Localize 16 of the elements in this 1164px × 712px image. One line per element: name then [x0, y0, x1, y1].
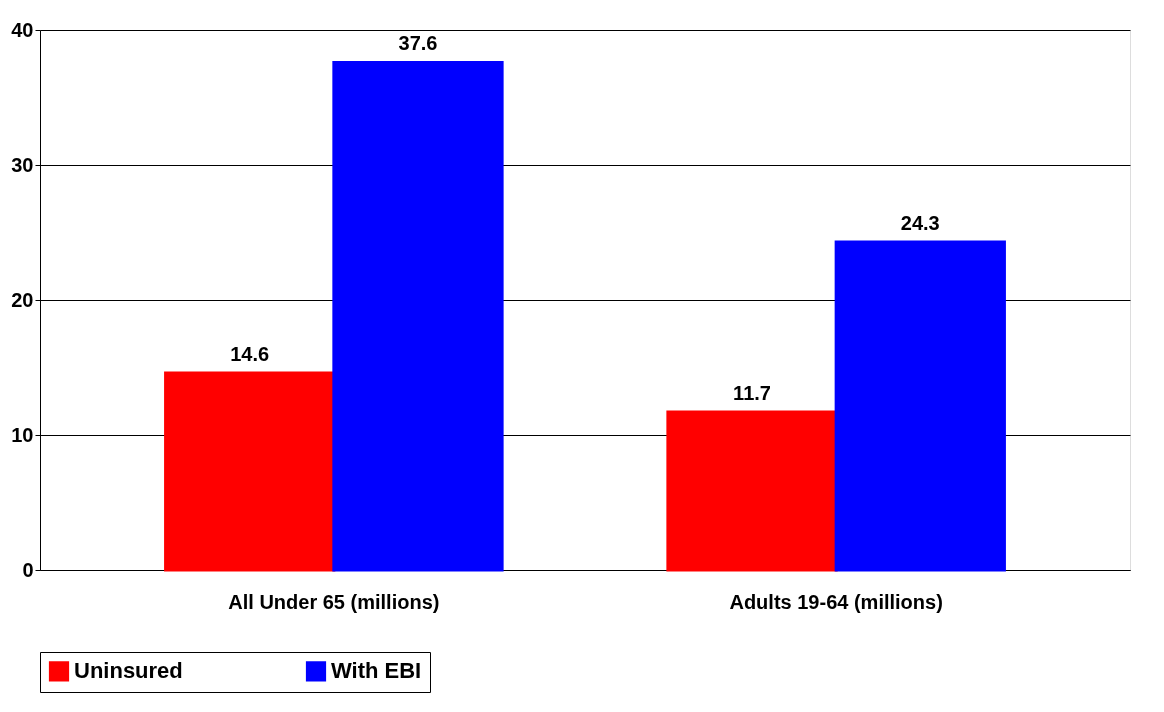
y-tick-label: 30: [11, 153, 34, 176]
data-label: 14.6: [230, 342, 270, 365]
bar: [332, 60, 504, 572]
data-label: 11.7: [733, 382, 771, 405]
bar: [666, 410, 838, 572]
data-label: 24.3: [900, 211, 940, 234]
y-tick-label: 20: [11, 288, 34, 311]
y-tick-label: 40: [11, 18, 34, 41]
legend-label: Uninsured: [74, 658, 183, 684]
legend-label: With EBI: [331, 658, 422, 684]
bar: [834, 240, 1006, 572]
y-tick-label: 10: [11, 423, 34, 446]
x-tick-label: Adults 19-64 (millions): [729, 590, 943, 613]
x-tick-label: All Under 65 (millions): [228, 590, 440, 613]
y-tick-label: 0: [22, 558, 34, 581]
data-label: 37.6: [398, 32, 438, 55]
